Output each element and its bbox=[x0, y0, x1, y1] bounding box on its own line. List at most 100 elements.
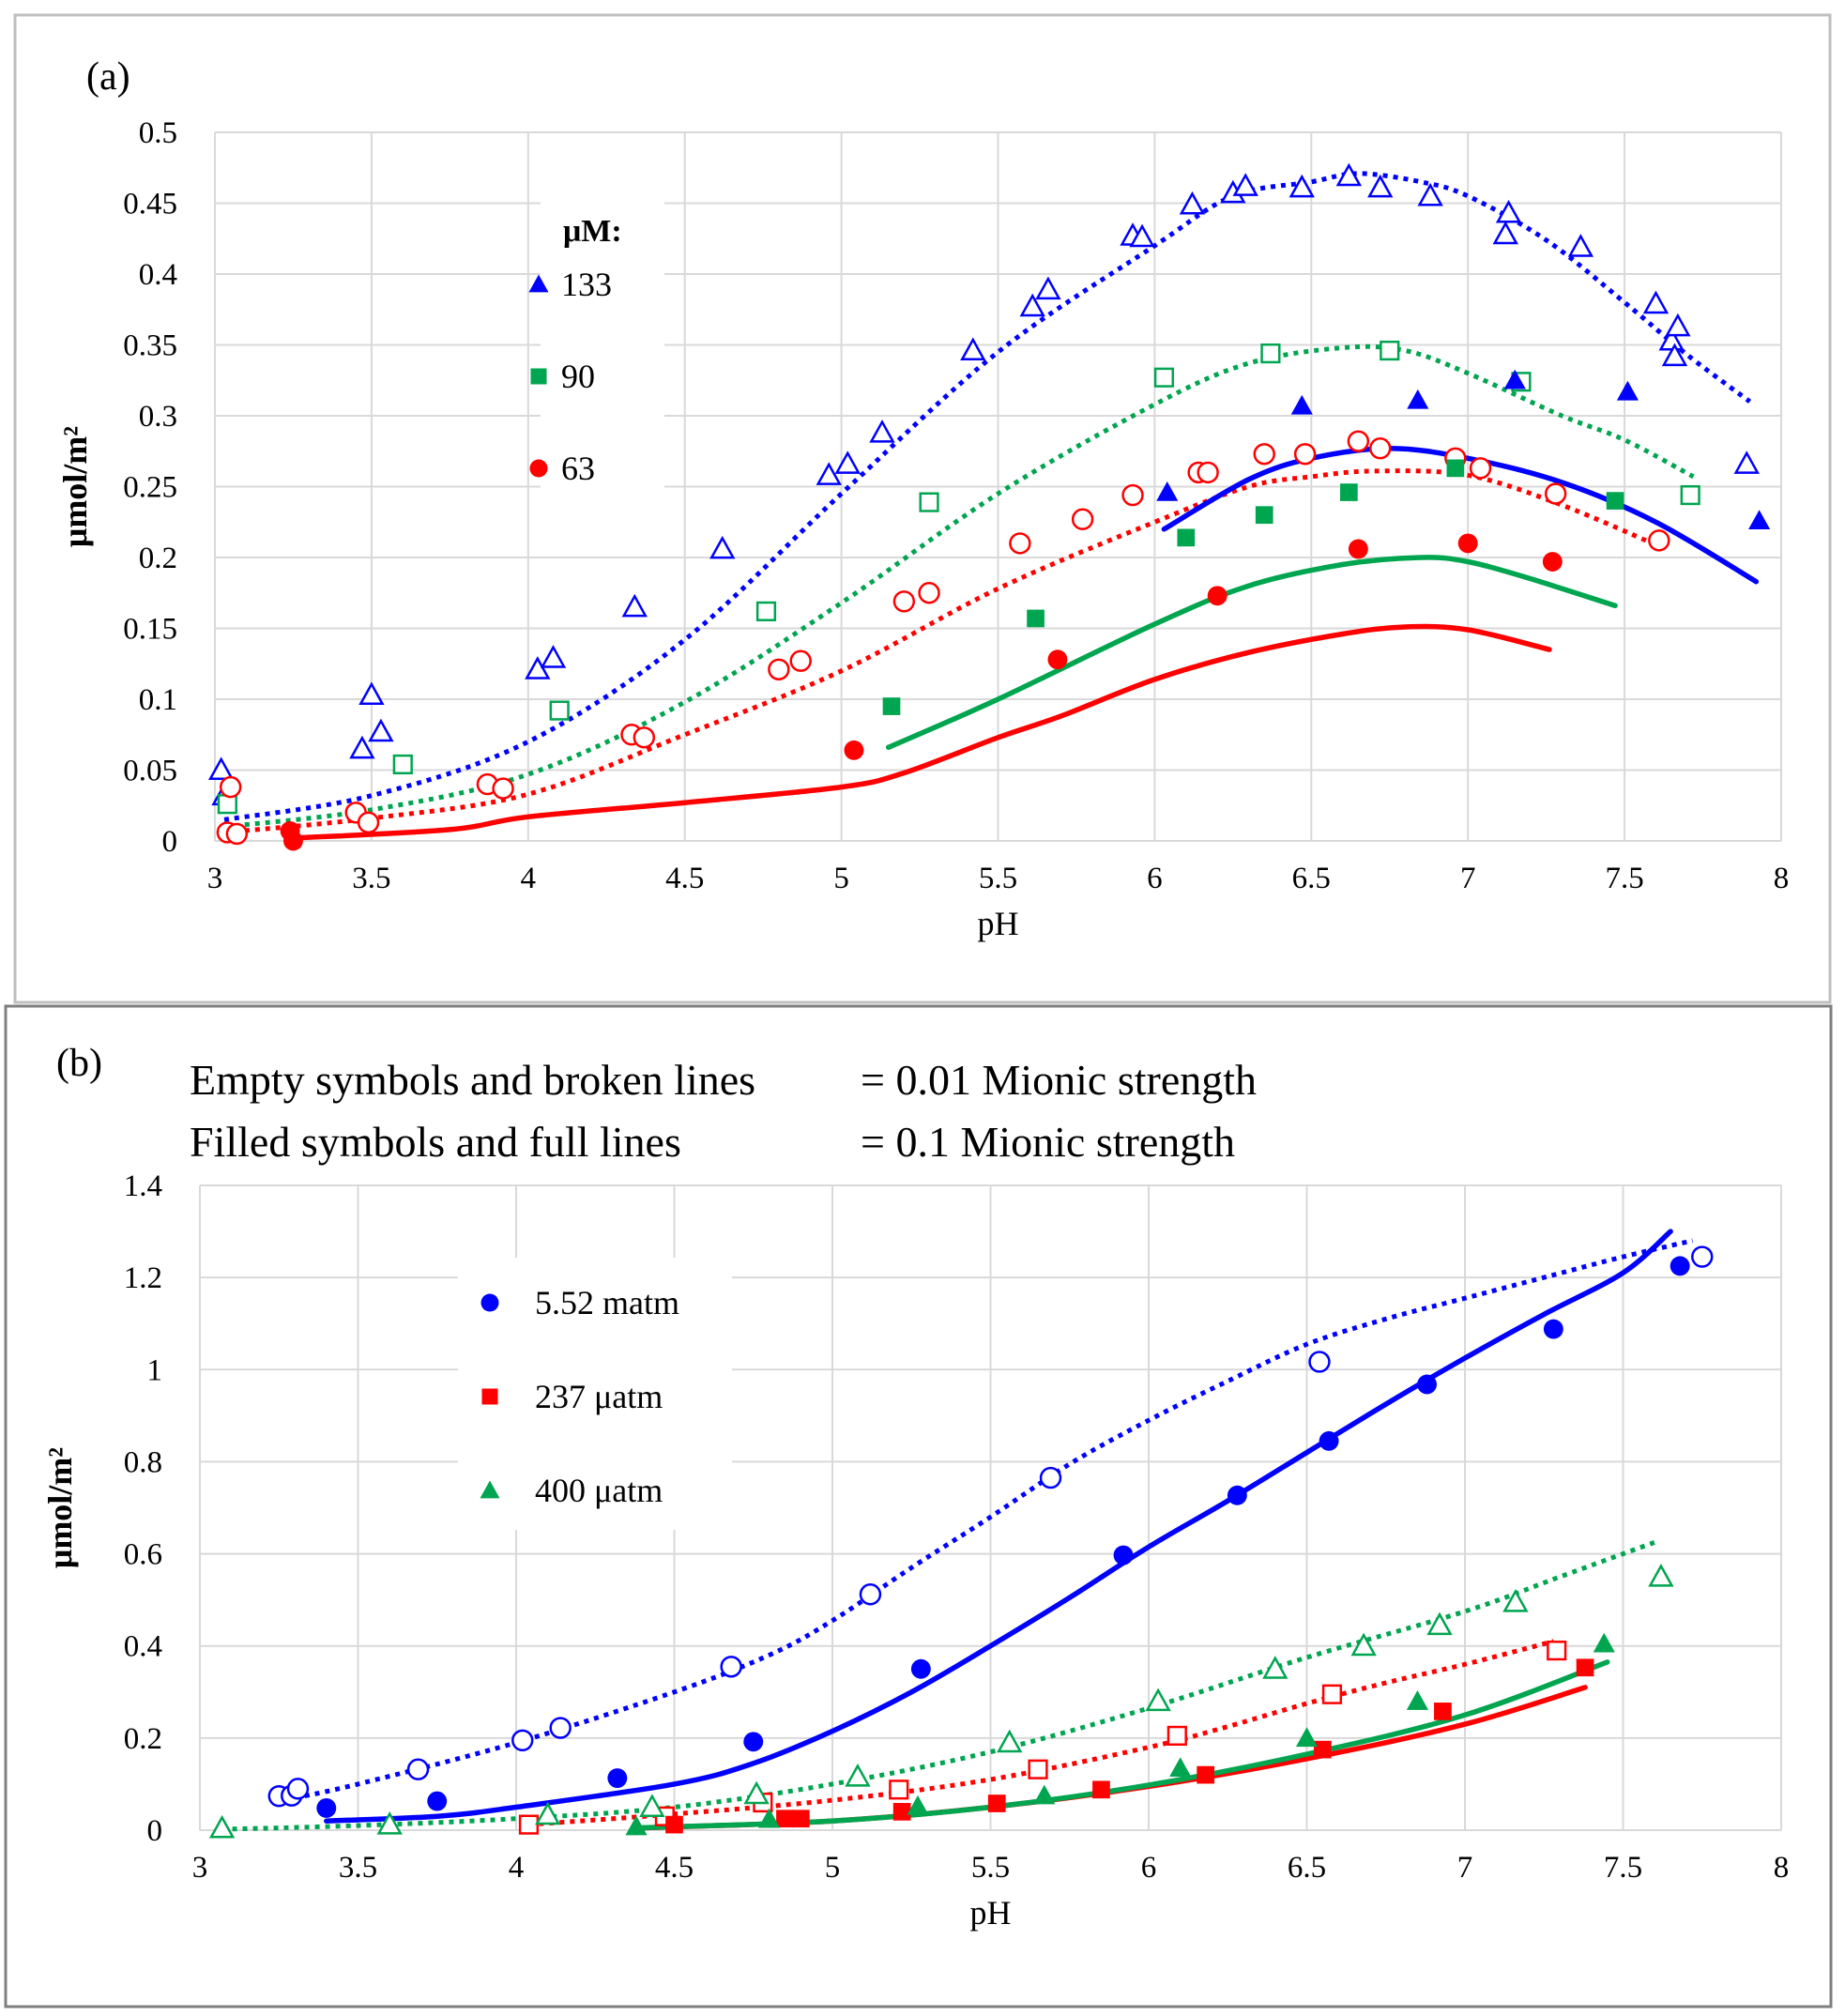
chart-1-point-blue-circle-filled bbox=[1113, 1545, 1134, 1565]
chart-0-point-blue-triangle-open bbox=[960, 337, 986, 361]
panel-a-legend-title: μM: bbox=[563, 214, 622, 249]
chart-1-x-axis-title: pH bbox=[970, 1894, 1012, 1932]
chart-1-x-tick-label: 7.5 bbox=[1604, 1851, 1642, 1885]
chart-1-point-red-square-filled bbox=[791, 1810, 810, 1828]
chart-1-fit-line-green-dotted bbox=[221, 1539, 1656, 1832]
chart-0-point-green-square-filled bbox=[1255, 506, 1273, 525]
chart-1-point-red-square-filled bbox=[987, 1795, 1006, 1812]
panel-a-legend-markers bbox=[528, 274, 549, 478]
chart-1-y-tick-label: 1 bbox=[147, 1353, 163, 1387]
chart-1-x-tick-label: 6.5 bbox=[1288, 1851, 1326, 1885]
chart-0-point-red-circle-filled bbox=[1457, 533, 1478, 554]
chart-1-point-green-triangle-filled bbox=[1033, 1784, 1056, 1805]
chart-0-point-blue-triangle-filled bbox=[1407, 389, 1429, 409]
chart-1-x-tick-label: 4.5 bbox=[655, 1851, 694, 1885]
chart-0-y-tick-label: 0.25 bbox=[123, 471, 177, 505]
chart-0-point-blue-triangle-open bbox=[1335, 162, 1363, 187]
chart-0-point-red-circle-open bbox=[1648, 529, 1670, 552]
chart-1-point-green-triangle-open bbox=[1502, 1588, 1529, 1612]
chart-1-fit-line-green-solid bbox=[633, 1659, 1610, 1831]
chart-0-point-blue-triangle-open bbox=[709, 535, 736, 559]
chart-1-y-tick-label: 1.2 bbox=[124, 1261, 162, 1295]
chart-1-point-green-triangle-open bbox=[535, 1801, 561, 1825]
panel-b-legend-label-400: 400 μatm bbox=[535, 1472, 663, 1509]
panel-a-legend-label-90: 90 bbox=[561, 358, 595, 395]
chart-0-point-blue-triangle-open bbox=[1232, 173, 1258, 196]
chart-0-point-green-square-filled bbox=[1446, 459, 1465, 478]
chart-0-x-tick-label: 6.5 bbox=[1292, 862, 1331, 895]
chart-0-fit-line-green-solid bbox=[885, 555, 1618, 751]
chart-0-point-blue-triangle-open bbox=[525, 656, 551, 680]
chart-0-y-tick-label: 0.45 bbox=[123, 188, 177, 221]
chart-1-point-blue-circle-filled bbox=[1417, 1374, 1438, 1395]
chart-1-point-green-triangle-open bbox=[208, 1814, 236, 1839]
chart-0-x-tick-label: 7.5 bbox=[1605, 862, 1643, 895]
chart-0-y-tick-label: 0.35 bbox=[123, 329, 177, 363]
chart-1-point-blue-circle-open bbox=[549, 1717, 572, 1739]
chart-1-point-blue-circle-filled bbox=[427, 1791, 448, 1811]
chart-0-point-blue-triangle-open bbox=[1661, 343, 1688, 367]
chart-1-point-green-triangle-filled bbox=[1406, 1690, 1428, 1710]
chart-0-point-red-circle-open bbox=[492, 777, 514, 800]
chart-0-point-blue-triangle-filled bbox=[1616, 380, 1639, 401]
chart-1-point-red-square-filled bbox=[776, 1810, 794, 1828]
chart-0-y-tick-label: 0.4 bbox=[139, 258, 177, 292]
chart-0-point-red-circle-open bbox=[1009, 532, 1031, 555]
chart-1-point-blue-circle-open bbox=[859, 1583, 882, 1606]
chart-0-point-blue-triangle-open bbox=[1733, 451, 1760, 474]
chart-1-point-blue-circle-open bbox=[511, 1729, 534, 1752]
panel-b-legend-markers bbox=[480, 1293, 500, 1499]
panel-b-note-line2-left: Filled symbols and full lines bbox=[190, 1118, 681, 1166]
chart-1-point-red-square-filled bbox=[665, 1815, 683, 1834]
chart-0-point-blue-triangle-filled bbox=[1156, 481, 1179, 501]
chart-0-x-axis-title: pH bbox=[978, 905, 1019, 942]
chart-0-point-blue-triangle-open bbox=[621, 593, 648, 618]
panel-b-note-line2-right: = 0.1 Mionic strength bbox=[861, 1118, 1235, 1166]
chart-1-point-green-triangle-open bbox=[639, 1794, 665, 1817]
chart-1-point-red-square-filled bbox=[1434, 1703, 1452, 1720]
chart-1-point-blue-circle-open bbox=[286, 1778, 310, 1800]
panel-a-legend: μM: 133 90 63 bbox=[528, 199, 664, 509]
chart-0-point-green-square-open bbox=[1153, 367, 1175, 388]
chart-0-point-blue-triangle-open bbox=[1642, 290, 1670, 314]
chart-1-point-blue-circle-open bbox=[406, 1758, 430, 1780]
chart-1-point-red-square-filled bbox=[1314, 1740, 1332, 1759]
chart-0-point-blue-triangle-open bbox=[1019, 293, 1045, 317]
chart-1-fit-line-blue-solid bbox=[324, 1229, 1673, 1824]
chart-0-x-tick-label: 4.5 bbox=[665, 862, 704, 895]
chart-1-point-green-triangle-filled bbox=[1295, 1727, 1319, 1748]
chart-0-y-tick-label: 0.15 bbox=[123, 613, 177, 647]
chart-1-point-green-triangle-open bbox=[376, 1810, 403, 1835]
chart-0-point-green-square-open bbox=[217, 794, 237, 815]
chart-1-y-axis-title: μmol/m² bbox=[41, 1447, 79, 1568]
chart-0-point-red-circle-open bbox=[892, 590, 916, 613]
chart-1-point-green-triangle-open bbox=[845, 1763, 871, 1787]
chart-1-point-red-square-filled bbox=[1197, 1765, 1215, 1784]
chart-1-y-tick-label: 0.2 bbox=[124, 1722, 162, 1756]
chart-0-point-red-circle-open bbox=[1347, 430, 1370, 452]
chart-0-y-tick-label: 0.05 bbox=[123, 755, 177, 788]
chart-1-point-red-square-open bbox=[889, 1779, 909, 1800]
chart-1-y-tick-label: 1.4 bbox=[124, 1169, 162, 1203]
chart-1-point-green-triangle-filled bbox=[625, 1815, 648, 1836]
chart-1-point-blue-circle-open bbox=[1691, 1245, 1714, 1268]
chart-1-x-tick-label: 4 bbox=[509, 1851, 525, 1885]
chart-0-point-blue-triangle-open bbox=[869, 419, 895, 443]
chart-0-point-blue-triangle-open bbox=[1129, 223, 1155, 248]
chart-1-y-tick-label: 0.8 bbox=[124, 1445, 162, 1479]
chart-1-point-green-triangle-filled bbox=[1593, 1632, 1615, 1653]
chart-1-point-blue-circle-filled bbox=[910, 1658, 931, 1679]
chart-1-x-tick-label: 3.5 bbox=[339, 1851, 377, 1885]
chart-0-x-tick-label: 8 bbox=[1774, 862, 1790, 895]
chart-0-point-red-circle-open bbox=[1293, 443, 1317, 466]
chart-0-point-blue-triangle-open bbox=[540, 645, 567, 668]
chart-1-x-tick-label: 7 bbox=[1457, 1851, 1473, 1885]
chart-0-y-axis-title: μmol/m² bbox=[56, 426, 94, 547]
chart-1-point-blue-circle-filled bbox=[1227, 1485, 1247, 1505]
chart-0-point-red-circle-filled bbox=[1542, 552, 1563, 572]
panel-b-legend-marker-green bbox=[480, 1480, 500, 1499]
chart-1-point-green-triangle-filled bbox=[907, 1795, 929, 1815]
chart-0-point-blue-triangle-open bbox=[1288, 174, 1315, 198]
chart-1-fit-line-red-dotted bbox=[528, 1639, 1555, 1827]
